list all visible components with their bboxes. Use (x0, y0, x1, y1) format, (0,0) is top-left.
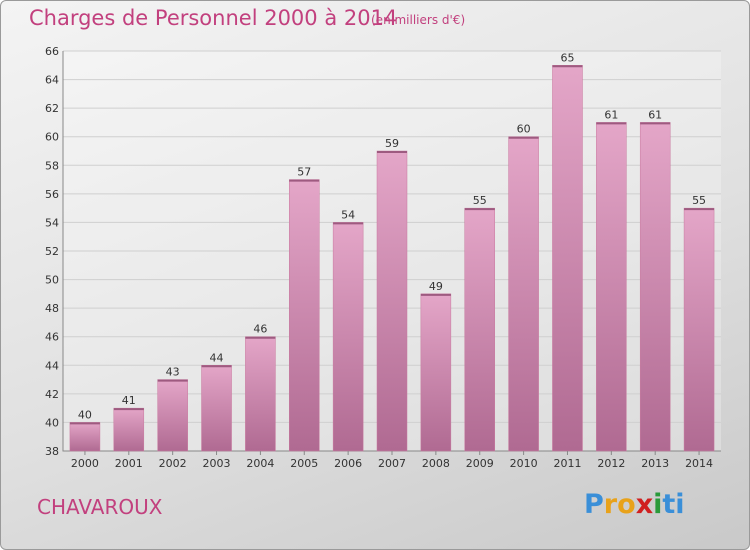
x-tick-label: 2005 (290, 457, 318, 470)
logo-letter: o (617, 489, 636, 520)
data-label: 40 (78, 408, 92, 421)
proxiti-logo: Proxiti (584, 489, 685, 520)
x-tick-label: 2013 (641, 457, 669, 470)
y-tick-label: 64 (45, 74, 59, 87)
x-tick-label: 2000 (71, 457, 99, 470)
bar-2009 (464, 207, 495, 452)
data-label: 54 (341, 208, 355, 221)
y-tick-label: 40 (45, 416, 59, 429)
y-tick-label: 38 (45, 445, 59, 458)
bar-2003 (201, 365, 232, 452)
data-label: 61 (604, 108, 618, 121)
bar-2005 (289, 179, 320, 452)
data-label: 43 (166, 366, 180, 379)
data-label: 41 (122, 394, 136, 407)
bar-2011 (552, 65, 583, 452)
logo-letter: i (653, 489, 663, 520)
axes (62, 51, 721, 452)
bar-2012 (596, 122, 627, 452)
data-label: 49 (429, 280, 443, 293)
logo-letter: r (603, 489, 618, 520)
x-tick-label: 2001 (115, 457, 143, 470)
data-label: 59 (385, 137, 399, 150)
bar-2000 (69, 422, 101, 452)
y-tick-label: 54 (45, 216, 59, 229)
logo-letter: i (675, 489, 685, 520)
x-tick-label: 2007 (378, 457, 406, 470)
y-tick-label: 66 (45, 45, 59, 58)
bar-2013 (639, 122, 671, 452)
y-tick-label: 50 (45, 274, 59, 287)
x-tick-label: 2010 (510, 457, 538, 470)
x-tick-label: 2014 (685, 457, 713, 470)
data-label: 46 (253, 323, 267, 336)
logo-letter: t (662, 489, 676, 520)
data-label: 60 (517, 123, 531, 136)
y-tick-label: 42 (45, 388, 59, 401)
chart-title: Charges de Personnel 2000 à 2014 (29, 6, 398, 30)
logo-letter: x (635, 489, 654, 520)
y-tick-label: 58 (45, 159, 59, 172)
x-tick-label: 2002 (159, 457, 187, 470)
x-tick-label: 2004 (246, 457, 274, 470)
y-tick-label: 46 (45, 331, 59, 344)
data-label: 57 (297, 166, 311, 179)
bar-2004 (245, 336, 276, 452)
x-tick-label: 2003 (203, 457, 231, 470)
bar-2010 (508, 136, 539, 452)
x-tick-label: 2006 (334, 457, 362, 470)
commune-name: CHAVAROUX (37, 495, 163, 519)
y-tick-label: 44 (45, 359, 59, 372)
data-label: 61 (648, 108, 662, 121)
bar-2001 (113, 407, 145, 452)
x-tick-label: 2008 (422, 457, 450, 470)
data-label: 44 (210, 351, 224, 364)
logo-letter: P (584, 489, 604, 520)
bar-2002 (157, 379, 188, 452)
data-label: 55 (692, 194, 706, 207)
bar-2008 (420, 293, 452, 452)
bar-2014 (683, 207, 715, 452)
x-tick-label: 2012 (597, 457, 625, 470)
y-tick-label: 48 (45, 302, 59, 315)
data-label: 65 (560, 51, 574, 64)
x-tick-label: 2009 (466, 457, 494, 470)
y-tick-label: 62 (45, 102, 59, 115)
y-tick-label: 60 (45, 131, 59, 144)
bar-2006 (332, 222, 364, 452)
y-tick-label: 52 (45, 245, 59, 258)
chart-subtitle: (en milliers d'€) (371, 13, 466, 27)
bar-2007 (376, 150, 408, 452)
x-tick-label: 2011 (553, 457, 581, 470)
data-label: 55 (473, 194, 487, 207)
y-tick-label: 56 (45, 188, 59, 201)
